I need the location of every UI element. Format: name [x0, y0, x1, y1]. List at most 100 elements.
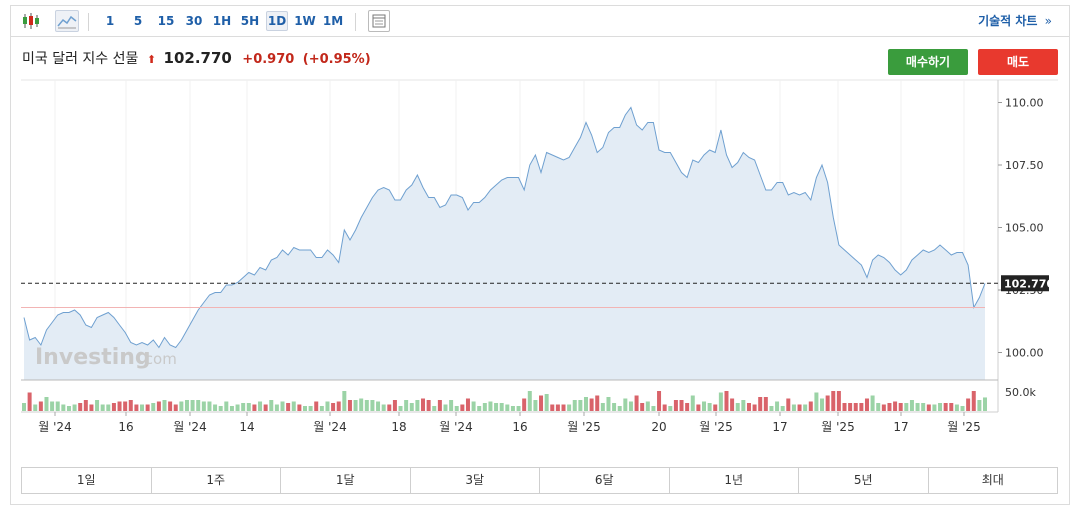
volume-bar — [555, 404, 560, 411]
price-change: +0.970 — [242, 52, 295, 67]
watermark-brand: Investing — [35, 345, 151, 370]
volume-bar — [741, 400, 746, 411]
volume-bar — [302, 406, 307, 411]
volume-bar — [336, 401, 341, 411]
sell-button[interactable]: 매도 — [978, 49, 1058, 75]
volume-bar — [314, 401, 319, 411]
price-line — [23, 106, 986, 349]
reference-lines: 102.770 — [21, 275, 1054, 308]
double-chevron-right-icon: » — [1044, 14, 1052, 28]
volume-bar — [117, 401, 122, 411]
volume-bar — [909, 400, 914, 411]
range-1d[interactable]: 1일 — [22, 468, 152, 493]
range-1w[interactable]: 1주 — [152, 468, 281, 493]
instrument-header: 미국 달러 지수 선물 ⬆ 102.770 +0.970 (+0.95%) — [22, 48, 371, 68]
x-tick-label: 16 — [512, 420, 527, 434]
interval-30[interactable]: 30 — [185, 14, 203, 28]
volume-bar — [426, 400, 431, 411]
investing-watermark: Investing .com — [35, 345, 177, 370]
volume-bar — [898, 403, 903, 411]
instrument-name: 미국 달러 지수 선물 — [22, 51, 139, 67]
volume-bar — [780, 406, 785, 411]
x-tick-label: 월 '25 — [567, 420, 600, 434]
volume-bar — [578, 400, 583, 411]
volume-bar — [499, 403, 504, 411]
volume-bar — [72, 404, 77, 411]
volume-bar — [966, 398, 971, 411]
volume-bar — [775, 401, 780, 411]
volume-bar — [690, 395, 695, 411]
volume-bar — [409, 403, 414, 411]
volume-bar — [258, 401, 263, 411]
interval-1d[interactable]: 1D — [266, 11, 288, 31]
interval-15[interactable]: 15 — [157, 14, 175, 28]
range-max[interactable]: 최대 — [981, 473, 1004, 487]
x-axis-ticks: 월 '24 16 월 '24 14 월 '24 18 월 '24 16 월 '25 20 월 '25… — [38, 412, 981, 434]
volume-bar — [539, 395, 544, 411]
volume-bar — [623, 398, 628, 411]
volume-bar — [758, 397, 763, 411]
volume-bar — [702, 401, 707, 411]
area-chart-icon[interactable] — [55, 10, 79, 32]
range-3m[interactable]: 3달 — [411, 468, 540, 493]
interval-1[interactable]: 1 — [105, 14, 115, 28]
volume-bar — [229, 406, 234, 411]
x-tick-label: 16 — [118, 420, 133, 434]
technical-chart-link[interactable]: 기술적 차트 » — [978, 11, 1052, 31]
volume-bar — [954, 404, 959, 411]
volume-bar — [387, 404, 392, 411]
x-tick-label: 월 '24 — [38, 420, 71, 434]
y-tick-label: 105.00 — [1005, 222, 1044, 235]
volume-bar — [274, 404, 279, 411]
volume-bar — [876, 403, 881, 411]
buy-button[interactable]: 매수하기 — [888, 49, 968, 75]
volume-bar — [921, 403, 926, 411]
x-tick-label: 14 — [239, 420, 254, 434]
x-tick-label: 월 '25 — [947, 420, 980, 434]
volume-bar — [679, 400, 684, 411]
range-5y[interactable]: 5년 — [799, 468, 929, 493]
interval-5h[interactable]: 5H — [240, 14, 260, 28]
volume-bar — [156, 401, 161, 411]
volume-bar — [460, 404, 465, 411]
volume-bar — [769, 406, 774, 411]
volume-bar — [44, 397, 49, 411]
volume-bar — [510, 406, 515, 411]
x-tick-label: 월 '25 — [821, 420, 854, 434]
volume-bar — [78, 403, 83, 411]
volume-bar — [707, 403, 712, 411]
volume-bar — [561, 404, 566, 411]
volume-bar — [808, 401, 813, 411]
volume-bar — [95, 400, 100, 411]
volume-bar — [971, 391, 976, 411]
volume-bar — [269, 400, 274, 411]
chart-toolbar: 1 5 15 30 1H 5H 1D 1W 1M 기술적 차트 » — [10, 5, 1070, 37]
interval-5[interactable]: 5 — [133, 14, 143, 28]
range-1y[interactable]: 1년 — [670, 468, 799, 493]
volume-bar — [22, 403, 26, 411]
volume-bar — [235, 404, 240, 411]
range-6m[interactable]: 6달 — [540, 468, 670, 493]
volume-bar — [567, 404, 572, 411]
volume-bar — [482, 403, 487, 411]
volume-bar — [786, 398, 791, 411]
interval-1m[interactable]: 1M — [322, 14, 344, 28]
y-tick-label: 110.00 — [1005, 97, 1044, 110]
volume-bar — [123, 401, 128, 411]
volume-bar — [286, 403, 291, 411]
volume-bar — [443, 404, 448, 411]
interval-1w[interactable]: 1W — [294, 14, 316, 28]
volume-bar — [668, 406, 673, 411]
volume-bar — [943, 403, 948, 411]
volume-bar — [550, 404, 555, 411]
interval-1h[interactable]: 1H — [212, 14, 232, 28]
volume-bar — [184, 400, 189, 411]
range-selector: 1일 1주 1달 3달 6달 1년 5년 최대 — [21, 467, 1058, 494]
chart-settings-icon[interactable] — [368, 10, 390, 32]
volume-bar — [359, 398, 364, 411]
range-1m[interactable]: 1달 — [281, 468, 411, 493]
candlestick-icon[interactable] — [20, 10, 42, 32]
toolbar-divider — [88, 13, 89, 31]
price-chart[interactable]: Investing .com 110.00107.50105.00102.501… — [0, 0, 1078, 440]
volume-bar — [140, 404, 145, 411]
